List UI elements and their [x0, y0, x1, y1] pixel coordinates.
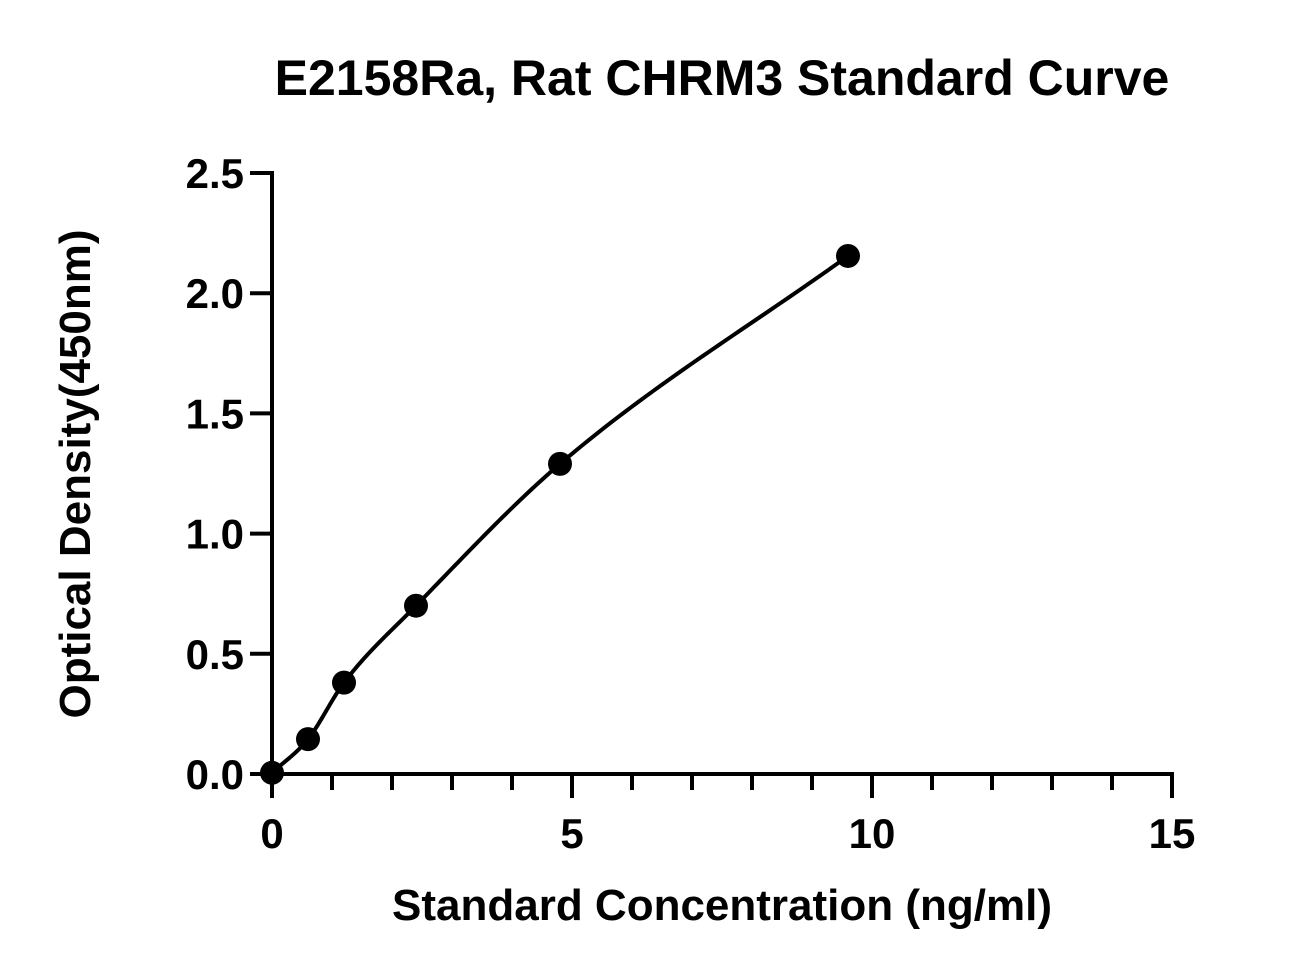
y-tick-label: 1.5	[186, 390, 244, 437]
x-tick-label: 5	[560, 810, 583, 857]
data-point	[404, 593, 428, 618]
data-point	[548, 451, 572, 476]
data-point	[836, 243, 860, 268]
x-axis-label: Standard Concentration (ng/ml)	[392, 881, 1052, 930]
y-axis-ticks: 0.0 0.5 1.0 1.5 2.0 2.5	[186, 150, 272, 798]
y-tick-label: 0.0	[186, 751, 244, 798]
fit-curve-layer	[270, 253, 850, 775]
y-axis-label: Optical Density(450nm)	[51, 229, 100, 718]
data-point	[260, 760, 284, 785]
data-point	[296, 727, 320, 752]
data-points-layer	[260, 243, 860, 785]
x-tick-label: 0	[260, 810, 283, 857]
y-tick-label: 2.5	[186, 150, 244, 197]
fit-curve-line	[270, 253, 850, 775]
x-axis-ticks: 0 5 10 15	[260, 774, 1195, 857]
x-tick-label: 10	[849, 810, 896, 857]
y-tick-label: 1.0	[186, 511, 244, 558]
chart-title: E2158Ra, Rat CHRM3 Standard Curve	[275, 50, 1170, 106]
x-tick-label: 15	[1149, 810, 1196, 857]
axes	[270, 171, 1174, 776]
y-tick-label: 0.5	[186, 631, 244, 678]
y-tick-label: 2.0	[186, 270, 244, 317]
data-point	[332, 670, 356, 695]
